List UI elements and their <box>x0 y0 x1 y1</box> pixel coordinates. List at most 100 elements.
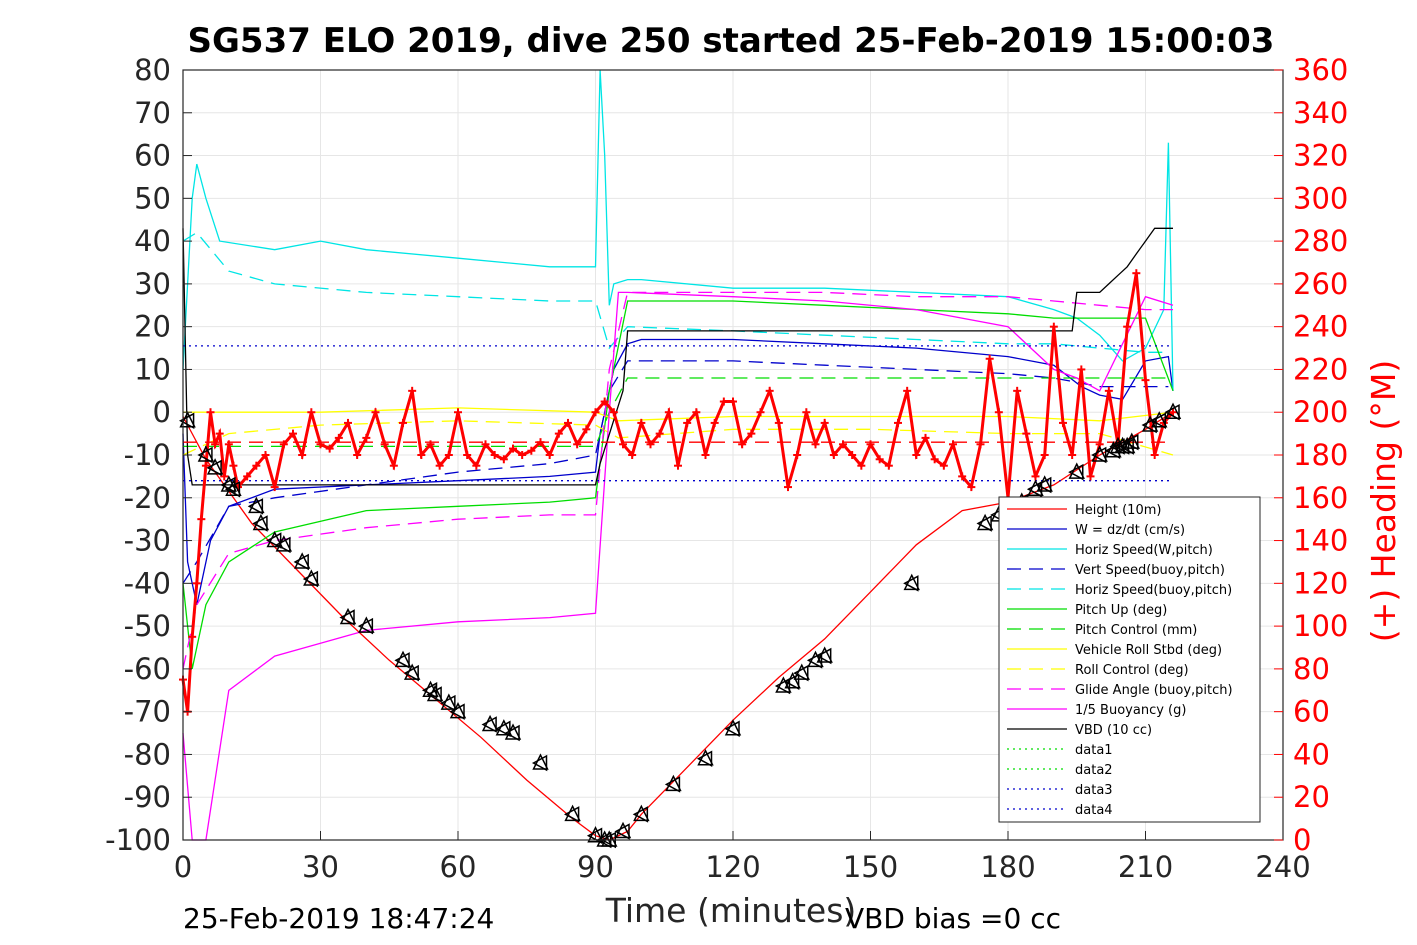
y-right-tick-label: 40 <box>1293 737 1330 771</box>
heading-point <box>399 418 407 427</box>
y-tick-label: -80 <box>124 737 171 771</box>
heading-point <box>802 408 811 417</box>
depth-marker <box>266 530 283 549</box>
chart-title: SG537 ELO 2019, dive 250 started 25-Feb-… <box>188 21 1275 61</box>
heading-point <box>765 386 774 395</box>
depth-marker <box>976 513 994 532</box>
depth-marker <box>903 573 920 592</box>
depth-marker <box>440 693 458 712</box>
series-line-4 <box>182 231 1169 353</box>
depth-marker <box>1164 402 1182 421</box>
heading-point <box>600 397 609 406</box>
heading-point <box>362 433 371 442</box>
heading-layer <box>179 269 1177 716</box>
y-right-tick-label: 80 <box>1293 652 1330 686</box>
depth-marker <box>664 774 682 793</box>
depth-marker <box>224 479 242 498</box>
y-right-tick-label: 220 <box>1293 352 1348 386</box>
heading-point <box>921 433 930 442</box>
heading-point <box>499 455 508 464</box>
heading-point <box>316 440 325 449</box>
series-line-3 <box>182 360 1169 584</box>
x-tick-label: 30 <box>302 850 339 884</box>
footer-vbd-bias: VBD bias =0 cc <box>845 902 1061 935</box>
depth-marker <box>793 663 810 682</box>
y-right-tick-label: 20 <box>1293 780 1330 814</box>
heading-point <box>655 429 664 438</box>
x-axis-ticks: 0 30 60 90 120 150 180 210 240 <box>174 831 1311 884</box>
heading-point <box>389 461 398 470</box>
legend-label: Roll Control (deg) <box>1075 663 1189 678</box>
heading-point <box>371 408 380 417</box>
heading-point <box>829 451 838 459</box>
depth-marker <box>179 411 196 430</box>
heading-point <box>1059 418 1067 427</box>
heading-point <box>784 483 792 492</box>
heading-point <box>408 386 417 395</box>
y-tick-label: 10 <box>134 352 171 386</box>
y-tick-label: 40 <box>134 224 171 258</box>
heading-point <box>729 397 737 406</box>
heading-point <box>1086 472 1095 481</box>
heading-point <box>857 461 866 470</box>
legend-label: W = dz/dt (cm/s) <box>1075 523 1185 538</box>
heading-point <box>985 354 994 363</box>
heading-point <box>1123 322 1132 331</box>
heading-point <box>463 451 472 459</box>
y-tick-label: -100 <box>105 823 171 857</box>
depth-marker <box>247 496 265 515</box>
heading-point <box>1104 386 1113 395</box>
heading-point <box>573 440 582 449</box>
depth-marker <box>252 513 270 532</box>
x-tick-label: 0 <box>174 850 192 884</box>
heading-point <box>848 451 857 459</box>
depth-marker <box>724 719 742 738</box>
heading-point <box>958 472 967 481</box>
series-line-10 <box>182 291 1174 841</box>
heading-point <box>490 451 499 459</box>
heading-point <box>224 440 233 449</box>
heading-point <box>229 461 238 470</box>
series-line-7 <box>183 407 1174 422</box>
depth-marker <box>784 672 801 690</box>
heading-point <box>252 461 261 470</box>
heading-point <box>628 451 637 459</box>
heading-point <box>197 515 206 524</box>
heading-point <box>444 451 453 459</box>
heading-point <box>1040 451 1049 459</box>
heading-point <box>545 451 554 459</box>
y-right-tick-label: 60 <box>1293 695 1330 729</box>
heading-point <box>1031 472 1040 481</box>
heading-point <box>811 440 820 449</box>
heading-point <box>481 440 490 449</box>
x-tick-label: 120 <box>705 850 760 884</box>
heading-point <box>710 418 719 427</box>
heading-point <box>609 408 618 417</box>
heading-point <box>1022 429 1031 438</box>
depth-marker <box>696 749 714 767</box>
depth-marker <box>426 684 444 703</box>
heading-point <box>426 440 435 449</box>
depth-marker <box>394 650 412 669</box>
heading-point <box>949 440 957 449</box>
y-right-tick-label: 320 <box>1293 139 1348 173</box>
y-tick-label: 30 <box>134 267 171 301</box>
footer-timestamp: 25-Feb-2019 18:47:24 <box>183 902 494 935</box>
heading-point <box>793 451 802 459</box>
depth-marker <box>1150 411 1168 430</box>
heading-point <box>820 418 829 427</box>
x-tick-label: 150 <box>843 850 898 884</box>
heading-point <box>1150 451 1159 459</box>
heading-point <box>912 451 921 459</box>
series-line-8 <box>182 420 1174 456</box>
depth-marker <box>1068 462 1085 481</box>
heading-point <box>1068 451 1077 459</box>
y-right-tick-label: 120 <box>1293 566 1348 600</box>
heading-point <box>939 461 948 470</box>
heading-point <box>994 408 1003 417</box>
y-tick-label: 50 <box>134 181 171 215</box>
marker-layer <box>179 402 1182 849</box>
depth-marker <box>495 719 513 738</box>
depth-marker <box>403 663 421 682</box>
